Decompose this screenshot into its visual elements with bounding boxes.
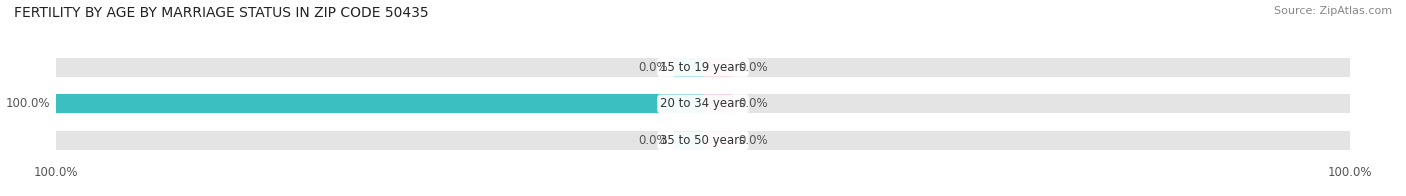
Text: 0.0%: 0.0% — [638, 61, 668, 74]
Bar — [703, 131, 1350, 150]
Bar — [703, 58, 1350, 77]
Bar — [56, 58, 703, 77]
Bar — [703, 58, 733, 77]
Bar — [673, 131, 703, 150]
Text: 15 to 19 years: 15 to 19 years — [661, 61, 745, 74]
Text: FERTILITY BY AGE BY MARRIAGE STATUS IN ZIP CODE 50435: FERTILITY BY AGE BY MARRIAGE STATUS IN Z… — [14, 6, 429, 20]
Bar — [703, 94, 1350, 113]
Text: 0.0%: 0.0% — [738, 61, 768, 74]
Text: 0.0%: 0.0% — [738, 97, 768, 110]
Bar — [56, 94, 703, 113]
Bar — [703, 131, 733, 150]
Text: 35 to 50 years: 35 to 50 years — [661, 134, 745, 147]
Bar — [56, 94, 703, 113]
Text: 20 to 34 years: 20 to 34 years — [661, 97, 745, 110]
Text: 0.0%: 0.0% — [638, 134, 668, 147]
Bar — [673, 58, 703, 77]
Text: 0.0%: 0.0% — [738, 134, 768, 147]
Bar — [703, 94, 733, 113]
Bar — [56, 131, 703, 150]
Text: 100.0%: 100.0% — [6, 97, 49, 110]
Text: Source: ZipAtlas.com: Source: ZipAtlas.com — [1274, 6, 1392, 16]
